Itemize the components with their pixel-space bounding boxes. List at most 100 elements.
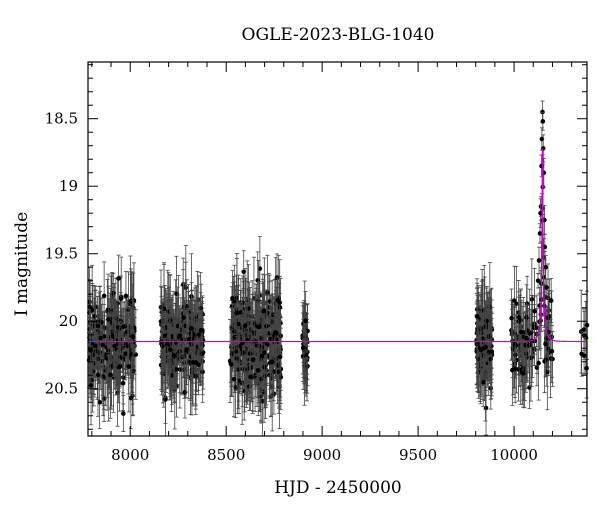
marker bbox=[232, 299, 237, 305]
data-point bbox=[93, 301, 98, 391]
marker bbox=[545, 346, 551, 351]
marker bbox=[474, 314, 480, 319]
marker bbox=[255, 324, 261, 329]
marker bbox=[100, 342, 105, 348]
marker bbox=[128, 395, 134, 401]
marker bbox=[167, 347, 173, 352]
marker bbox=[230, 295, 235, 301]
marker bbox=[248, 374, 253, 380]
marker bbox=[88, 348, 93, 353]
marker bbox=[177, 333, 183, 339]
marker bbox=[228, 362, 234, 367]
data-point bbox=[177, 308, 183, 364]
marker bbox=[258, 376, 264, 382]
marker bbox=[126, 364, 132, 369]
data-point bbox=[126, 320, 132, 413]
marker bbox=[121, 411, 126, 416]
marker bbox=[92, 314, 98, 319]
marker bbox=[167, 342, 172, 348]
marker bbox=[101, 293, 107, 299]
marker bbox=[274, 275, 280, 280]
marker bbox=[262, 350, 267, 355]
marker bbox=[275, 298, 280, 303]
marker bbox=[108, 372, 113, 378]
marker bbox=[263, 373, 268, 379]
data-point bbox=[489, 327, 495, 376]
marker bbox=[118, 296, 124, 302]
data-point bbox=[247, 313, 253, 394]
data-point bbox=[248, 342, 253, 411]
marker bbox=[189, 336, 195, 342]
x-axis-label: HJD - 2450000 bbox=[274, 478, 402, 498]
marker bbox=[242, 323, 248, 329]
data-point bbox=[269, 329, 275, 395]
marker bbox=[88, 383, 94, 388]
marker bbox=[117, 364, 122, 370]
data-point bbox=[278, 317, 284, 355]
marker bbox=[231, 376, 237, 382]
marker bbox=[99, 320, 104, 325]
marker bbox=[93, 304, 99, 310]
marker bbox=[95, 323, 101, 329]
data-point bbox=[171, 318, 177, 393]
data-point bbox=[485, 308, 491, 396]
marker bbox=[128, 351, 134, 357]
data-point bbox=[196, 338, 201, 391]
marker bbox=[236, 321, 241, 327]
marker bbox=[123, 351, 129, 357]
data-point bbox=[548, 278, 554, 324]
data-point bbox=[303, 291, 308, 351]
data-point bbox=[242, 279, 248, 373]
marker bbox=[272, 330, 278, 335]
data-point bbox=[95, 332, 101, 417]
marker bbox=[241, 269, 247, 275]
marker bbox=[198, 327, 204, 333]
data-point bbox=[278, 350, 284, 404]
marker bbox=[269, 359, 275, 365]
data-point bbox=[481, 307, 486, 370]
marker bbox=[548, 298, 554, 303]
marker bbox=[489, 343, 494, 349]
marker bbox=[278, 333, 284, 339]
marker bbox=[196, 332, 202, 337]
marker bbox=[106, 317, 111, 322]
data-point bbox=[236, 294, 241, 355]
marker bbox=[480, 380, 486, 385]
marker bbox=[232, 334, 238, 340]
marker bbox=[189, 326, 194, 331]
data-point bbox=[117, 322, 122, 412]
chart-title: OGLE-2023-BLG-1040 bbox=[242, 25, 435, 45]
marker bbox=[130, 368, 136, 374]
marker bbox=[159, 343, 165, 349]
data-point bbox=[98, 298, 103, 378]
data-point bbox=[262, 326, 267, 379]
marker bbox=[484, 318, 489, 324]
data-point bbox=[478, 304, 484, 396]
marker bbox=[261, 308, 267, 314]
data-point bbox=[259, 326, 265, 386]
marker bbox=[123, 293, 129, 299]
data-point bbox=[116, 254, 121, 303]
data-point bbox=[264, 302, 269, 385]
marker bbox=[489, 349, 495, 354]
marker bbox=[130, 334, 136, 340]
data-point bbox=[123, 271, 129, 321]
marker bbox=[255, 368, 261, 373]
marker bbox=[169, 372, 175, 378]
marker bbox=[247, 351, 253, 356]
data-point bbox=[189, 300, 195, 378]
marker bbox=[162, 333, 168, 339]
marker bbox=[264, 341, 269, 346]
data-point bbox=[120, 355, 126, 411]
data-point bbox=[167, 308, 172, 381]
marker bbox=[185, 337, 191, 342]
data-point bbox=[100, 320, 105, 370]
marker bbox=[120, 380, 126, 386]
data-point bbox=[121, 307, 126, 346]
marker bbox=[475, 341, 481, 347]
marker bbox=[300, 345, 306, 350]
data-point bbox=[196, 299, 202, 370]
marker bbox=[234, 310, 240, 316]
data-point bbox=[255, 298, 261, 355]
